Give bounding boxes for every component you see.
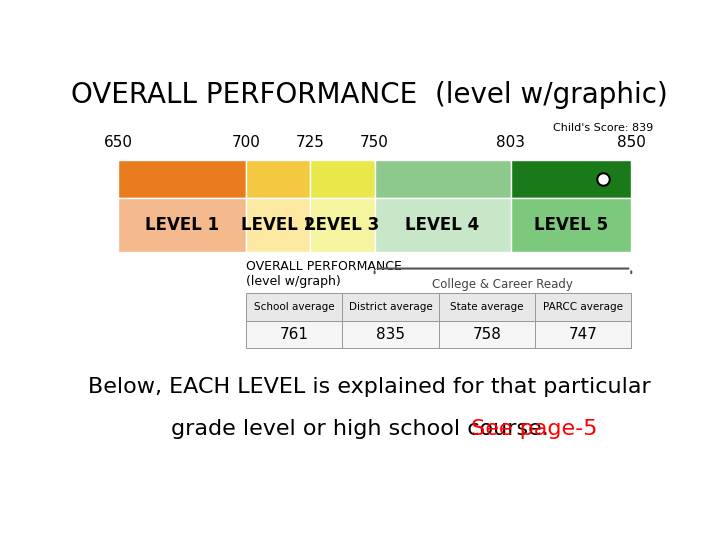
Text: 725: 725: [296, 135, 325, 150]
Text: 758: 758: [472, 327, 501, 341]
Bar: [535, 294, 631, 321]
Text: 850: 850: [617, 135, 646, 150]
Text: See page-5: See page-5: [464, 419, 597, 439]
Text: School average: School average: [254, 302, 335, 312]
Text: Below, EACH LEVEL is explained for that particular: Below, EACH LEVEL is explained for that …: [88, 377, 650, 397]
Text: PARCC average: PARCC average: [543, 302, 623, 312]
Bar: [343, 321, 438, 348]
Text: 700: 700: [232, 135, 261, 150]
Text: LEVEL 1: LEVEL 1: [145, 216, 219, 234]
Bar: [438, 321, 535, 348]
Text: LEVEL 3: LEVEL 3: [305, 216, 379, 234]
Text: OVERALL PERFORMANCE  (level w/graphic): OVERALL PERFORMANCE (level w/graphic): [71, 82, 667, 110]
Bar: [374, 160, 510, 198]
Text: LEVEL 2: LEVEL 2: [241, 216, 315, 234]
Bar: [343, 294, 438, 321]
Bar: [246, 321, 343, 348]
Text: Child's Score: 839: Child's Score: 839: [553, 124, 653, 133]
Bar: [438, 294, 535, 321]
Text: 761: 761: [280, 327, 309, 341]
Bar: [246, 294, 343, 321]
Text: OVERALL PERFORMANCE
(level w/graph): OVERALL PERFORMANCE (level w/graph): [246, 260, 402, 288]
Text: 835: 835: [376, 327, 405, 341]
Text: LEVEL 5: LEVEL 5: [534, 216, 608, 234]
Bar: [310, 160, 374, 198]
Text: 750: 750: [360, 135, 389, 150]
Text: 650: 650: [104, 135, 132, 150]
Text: grade level or high school course.: grade level or high school course.: [171, 419, 549, 439]
Text: 803: 803: [496, 135, 525, 150]
Text: District average: District average: [348, 302, 433, 312]
Bar: [535, 321, 631, 348]
Bar: [118, 160, 246, 198]
Bar: [246, 160, 310, 198]
Bar: [510, 160, 631, 198]
Text: LEVEL 4: LEVEL 4: [405, 216, 480, 234]
Text: 747: 747: [569, 327, 598, 341]
Text: State average: State average: [450, 302, 523, 312]
Text: College & Career Ready: College & Career Ready: [433, 278, 573, 291]
